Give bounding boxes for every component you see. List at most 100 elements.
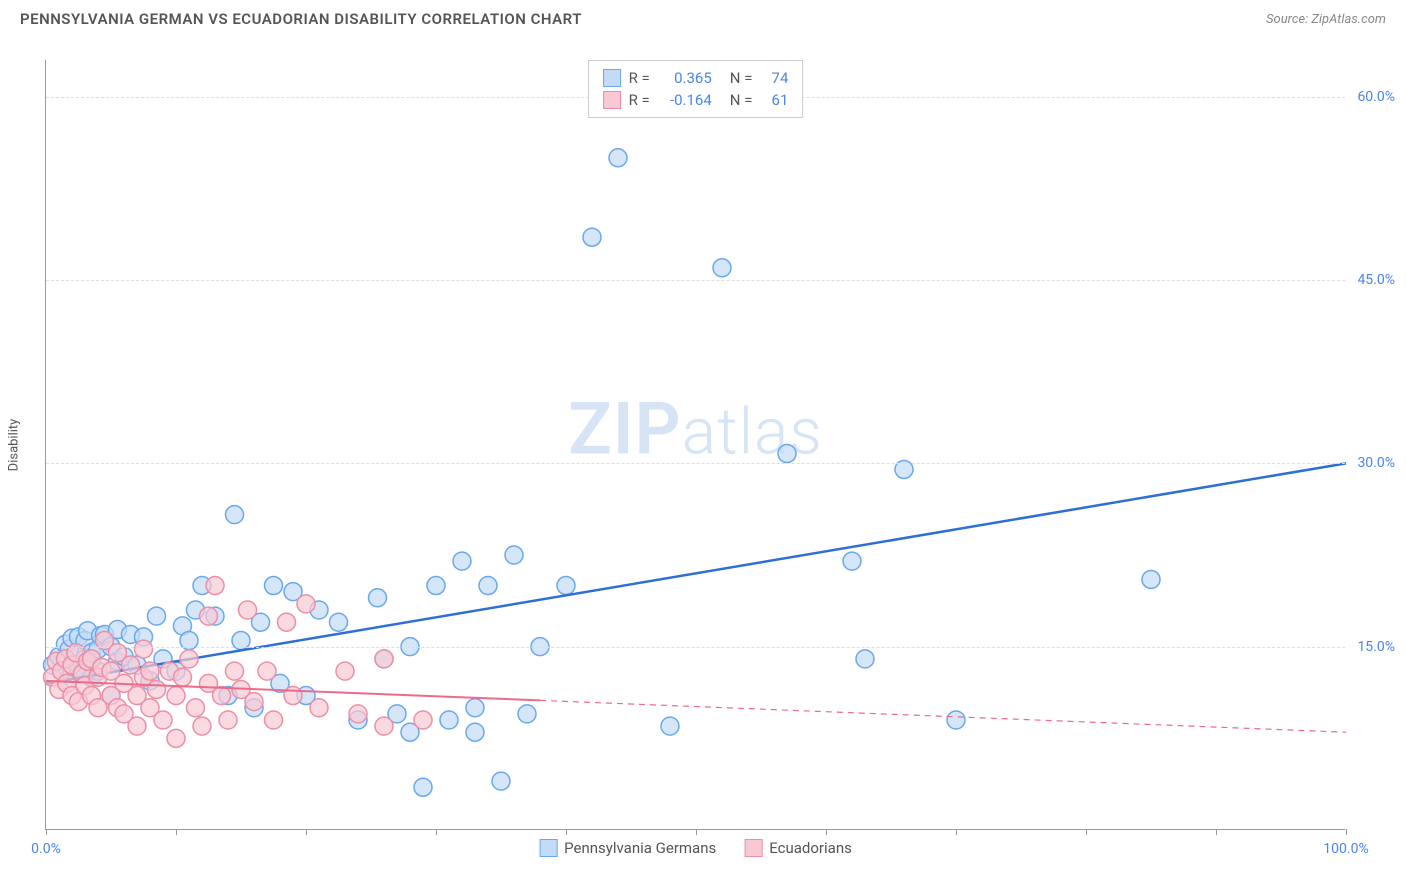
x-tick xyxy=(436,829,437,835)
legend-stats-row-1: R = 0.365 N = 74 xyxy=(603,67,789,89)
y-axis-label: Disability xyxy=(7,418,22,471)
x-tick xyxy=(956,829,957,835)
scatter-point xyxy=(369,589,387,607)
legend-bottom-label-1: Pennsylvania Germans xyxy=(564,839,716,857)
scatter-point xyxy=(661,717,679,735)
scatter-point xyxy=(297,595,315,613)
y-tick-label: 30.0% xyxy=(1357,455,1395,471)
x-tick xyxy=(566,829,567,835)
legend-swatch-pink xyxy=(744,839,762,857)
scatter-point xyxy=(466,699,484,717)
legend-swatch-blue xyxy=(603,69,621,87)
scatter-point xyxy=(258,662,276,680)
y-tick-label: 60.0% xyxy=(1357,89,1395,105)
scatter-point xyxy=(278,613,296,631)
scatter-point xyxy=(453,552,471,570)
scatter-point xyxy=(947,711,965,729)
legend-n-label: N = xyxy=(730,69,753,87)
scatter-point xyxy=(135,640,153,658)
legend-bottom: Pennsylvania Germans Ecuadorians xyxy=(539,839,852,857)
x-tick xyxy=(696,829,697,835)
scatter-point xyxy=(414,778,432,796)
scatter-point xyxy=(141,662,159,680)
scatter-point xyxy=(226,662,244,680)
legend-r-label: R = xyxy=(629,69,650,87)
legend-stats-box: R = 0.365 N = 74 R = -0.164 N = 61 xyxy=(588,60,804,118)
legend-r-value-2: -0.164 xyxy=(658,91,712,109)
legend-r-value-1: 0.365 xyxy=(658,69,712,87)
scatter-point xyxy=(414,711,432,729)
scatter-point xyxy=(349,705,367,723)
scatter-point xyxy=(180,650,198,668)
scatter-point xyxy=(167,729,185,747)
scatter-point xyxy=(440,711,458,729)
legend-bottom-label-2: Ecuadorians xyxy=(769,839,852,857)
chart-header: PENNSYLVANIA GERMAN VS ECUADORIAN DISABI… xyxy=(0,0,1406,33)
scatter-point xyxy=(284,687,302,705)
scatter-point xyxy=(213,687,231,705)
scatter-point xyxy=(200,607,218,625)
gridline-h xyxy=(46,647,1345,648)
x-tick xyxy=(826,829,827,835)
scatter-point xyxy=(167,687,185,705)
x-tick-label: 0.0% xyxy=(31,841,61,857)
legend-r-label: R = xyxy=(629,91,650,109)
y-tick-label: 45.0% xyxy=(1357,272,1395,288)
x-tick xyxy=(1346,829,1347,835)
scatter-point xyxy=(174,668,192,686)
plot-area: ZIPatlas R = 0.365 N = 74 R = -0.164 N =… xyxy=(45,60,1345,830)
scatter-point xyxy=(206,577,224,595)
scatter-point xyxy=(479,577,497,595)
scatter-point xyxy=(265,577,283,595)
scatter-point xyxy=(843,552,861,570)
scatter-point xyxy=(193,717,211,735)
scatter-point xyxy=(310,699,328,717)
legend-swatch-blue xyxy=(539,839,557,857)
chart-container: ZIPatlas R = 0.365 N = 74 R = -0.164 N =… xyxy=(45,50,1385,840)
scatter-point xyxy=(492,772,510,790)
scatter-point xyxy=(713,259,731,277)
legend-n-value-1: 74 xyxy=(760,69,788,87)
scatter-point xyxy=(187,699,205,717)
scatter-point xyxy=(375,717,393,735)
chart-title: PENNSYLVANIA GERMAN VS ECUADORIAN DISABI… xyxy=(20,10,582,28)
y-tick-label: 15.0% xyxy=(1357,639,1395,655)
x-tick xyxy=(1216,829,1217,835)
scatter-point xyxy=(226,506,244,524)
scatter-point xyxy=(856,650,874,668)
scatter-point xyxy=(1142,570,1160,588)
scatter-point xyxy=(330,613,348,631)
x-tick xyxy=(1086,829,1087,835)
scatter-point xyxy=(518,705,536,723)
scatter-point xyxy=(219,711,237,729)
scatter-point xyxy=(245,693,263,711)
scatter-point xyxy=(505,546,523,564)
scatter-point xyxy=(265,711,283,729)
scatter-point xyxy=(154,711,172,729)
scatter-point xyxy=(336,662,354,680)
x-tick xyxy=(176,829,177,835)
scatter-point xyxy=(148,680,166,698)
x-tick xyxy=(46,829,47,835)
chart-source: Source: ZipAtlas.com xyxy=(1266,12,1386,27)
scatter-point xyxy=(466,723,484,741)
scatter-point xyxy=(148,607,166,625)
legend-bottom-item-2: Ecuadorians xyxy=(744,839,852,857)
gridline-h xyxy=(46,463,1345,464)
scatter-point xyxy=(778,445,796,463)
scatter-point xyxy=(128,717,146,735)
legend-n-value-2: 61 xyxy=(760,91,788,109)
legend-stats-row-2: R = -0.164 N = 61 xyxy=(603,89,789,111)
legend-swatch-pink xyxy=(603,91,621,109)
scatter-point xyxy=(557,577,575,595)
legend-n-label: N = xyxy=(730,91,753,109)
plot-svg xyxy=(46,60,1345,829)
scatter-point xyxy=(427,577,445,595)
gridline-h xyxy=(46,280,1345,281)
x-tick-label: 100.0% xyxy=(1323,841,1368,857)
x-tick xyxy=(306,829,307,835)
scatter-point xyxy=(239,601,257,619)
scatter-point xyxy=(583,228,601,246)
scatter-point xyxy=(609,149,627,167)
legend-bottom-item-1: Pennsylvania Germans xyxy=(539,839,716,857)
